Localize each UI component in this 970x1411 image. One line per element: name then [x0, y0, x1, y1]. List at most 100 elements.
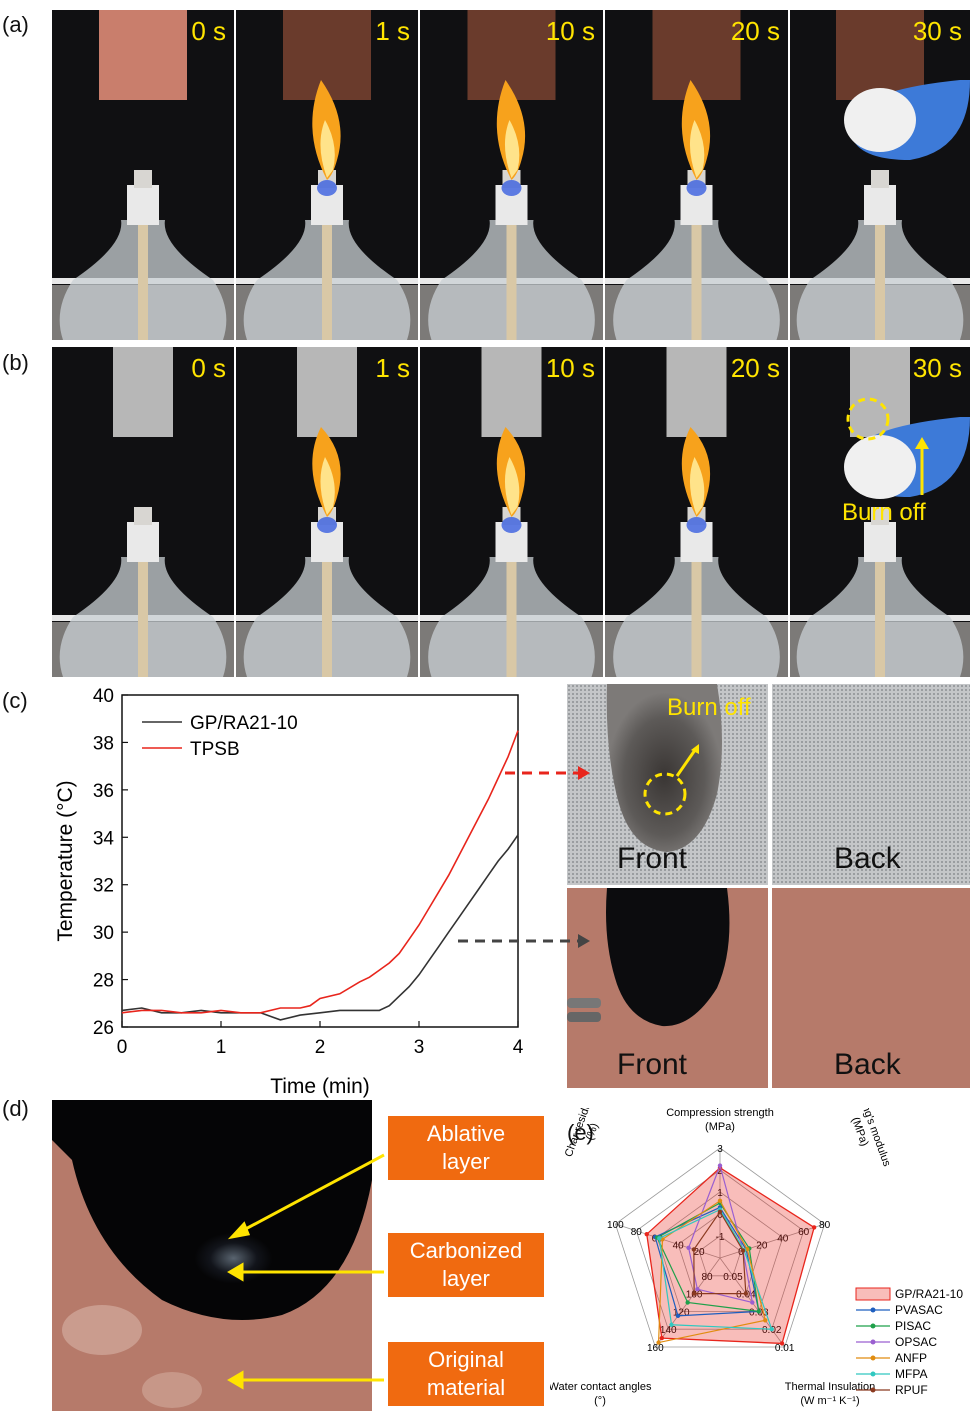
- radar-tick-label: 80: [631, 1227, 643, 1238]
- radar-point: [717, 1163, 723, 1168]
- carbonized-layer-line1: Carbonized: [409, 1238, 523, 1263]
- y-tick-label: 28: [93, 971, 114, 992]
- ablative-layer-line1: Ablative: [426, 1121, 506, 1146]
- y-tick-label: 30: [93, 923, 114, 944]
- radar-grid-ring: [656, 1191, 784, 1312]
- ablative-layer-line2: layer: [442, 1149, 490, 1174]
- radar-legend-marker: [870, 1323, 876, 1329]
- ablative-layer-label: Ablative layer: [388, 1116, 544, 1180]
- radar-point: [695, 1286, 700, 1292]
- radar-point: [763, 1318, 768, 1323]
- y-tick-label: 32: [93, 876, 114, 897]
- radar-series-5: [658, 1208, 773, 1330]
- radar-point: [644, 1232, 649, 1237]
- row-b-frame-0: 0 s: [52, 347, 234, 677]
- row-b-frame-4: 30 s Burn off: [790, 347, 970, 677]
- series-line-1: [121, 730, 519, 1014]
- radar-tick-label: 40: [777, 1234, 789, 1245]
- radar-point: [750, 1300, 755, 1305]
- radar-legend-label: GP/RA21-10: [895, 1287, 963, 1301]
- radar-series-0: [646, 1166, 815, 1345]
- radar-point: [811, 1225, 817, 1230]
- front-label-1: Front: [617, 842, 688, 875]
- radar-point: [675, 1313, 681, 1319]
- radar-axis-label: Water contact angles: [550, 1381, 652, 1393]
- radar-legend-marker: [870, 1355, 876, 1361]
- panel-label-b: (b): [2, 350, 29, 375]
- char-layers-photo: [52, 1100, 372, 1411]
- radar-tick-label: 1: [717, 1188, 723, 1199]
- time-label: 0 s: [191, 16, 226, 46]
- radar-point: [779, 1341, 785, 1346]
- radar-series-6: [693, 1210, 747, 1295]
- time-label: 1 s: [375, 353, 410, 383]
- burn-off-label-b: Burn off: [842, 499, 926, 526]
- radar-point: [717, 1209, 723, 1214]
- radar-point: [656, 1340, 661, 1345]
- row-b-frame-3: 20 s: [605, 347, 788, 677]
- radar-tick-label: 100: [607, 1220, 624, 1231]
- radar-legend-swatch: [855, 1287, 891, 1301]
- radar-legend-marker: [870, 1387, 876, 1393]
- radar-point: [756, 1309, 761, 1314]
- row-a-frame-1: 1 s: [236, 10, 418, 340]
- radar-tick-label: 0.01: [775, 1343, 795, 1354]
- original-material-line1: Original: [428, 1347, 504, 1372]
- row-b-frame-2: 10 s: [420, 347, 603, 677]
- radar-tick-label: 20: [694, 1247, 706, 1258]
- radar-axis-label: (%): [584, 1122, 601, 1142]
- gp-front-photo: Front: [567, 888, 768, 1088]
- radar-legend-label: ANFP: [895, 1351, 927, 1365]
- y-tick-label: 34: [93, 828, 115, 849]
- x-tick-label: 1: [216, 1037, 227, 1058]
- radar-chart: -101230204060800.050.040.030.020.0180100…: [550, 1108, 963, 1407]
- time-label: 10 s: [545, 353, 595, 383]
- gp-back-photo: Back: [772, 888, 970, 1088]
- radar-axis-label: Compression strength: [666, 1108, 774, 1119]
- time-label: 20 s: [730, 16, 780, 46]
- carbonized-layer-label: Carbonized layer: [388, 1233, 544, 1297]
- radar-legend-label: RPUF: [895, 1383, 928, 1397]
- radar-legend-label: OPSAC: [895, 1335, 937, 1349]
- radar-axis-label: (W m⁻¹ K⁻¹): [800, 1395, 859, 1407]
- radar-axis-label: Thermal Insulation: [785, 1381, 876, 1393]
- radar-tick-label: 160: [647, 1343, 664, 1354]
- radar-grid-ring: [614, 1147, 826, 1348]
- row-a-frame-2: 10 s: [420, 10, 603, 340]
- time-label: 0 s: [191, 353, 226, 383]
- time-label: 30 s: [912, 16, 962, 46]
- time-label: 20 s: [730, 353, 780, 383]
- time-label: 10 s: [545, 16, 595, 46]
- radar-point: [659, 1335, 665, 1341]
- radar-tick-label: 40: [673, 1240, 685, 1251]
- radar-legend-label: PISAC: [895, 1319, 931, 1333]
- x-tick-label: 3: [414, 1037, 425, 1058]
- radar-tick-label: 0.05: [723, 1272, 743, 1283]
- panel-label-e: (e): [567, 1120, 594, 1145]
- y-tick-label: 36: [93, 781, 114, 802]
- radar-point: [717, 1198, 723, 1203]
- panel-label-d: (d): [2, 1096, 29, 1121]
- radar-point: [685, 1300, 690, 1305]
- radar-spoke: [615, 1223, 721, 1259]
- radar-legend-label: MFPA: [895, 1367, 927, 1381]
- radar-tick-label: 80: [819, 1220, 831, 1231]
- radar-tick-label: 140: [660, 1325, 677, 1336]
- radar-legend-marker: [870, 1307, 876, 1313]
- back-label-1: Back: [834, 842, 901, 875]
- radar-tick-label: 80: [702, 1272, 714, 1283]
- x-tick-label: 4: [513, 1037, 524, 1058]
- back-label-2: Back: [834, 1048, 901, 1081]
- radar-tick-label: 2: [717, 1166, 723, 1177]
- radar-axis-label: (°): [594, 1395, 606, 1407]
- original-material-line2: material: [426, 1375, 506, 1400]
- radar-point: [657, 1236, 662, 1241]
- x-tick-label: 2: [315, 1037, 326, 1058]
- radar-legend-label: PVASAC: [895, 1303, 943, 1317]
- radar-point: [691, 1291, 697, 1296]
- radar-legend-marker: [870, 1371, 876, 1377]
- row-a-frame-3: 20 s: [605, 10, 788, 340]
- radar-tick-label: 20: [756, 1240, 768, 1251]
- radar-point: [686, 1245, 691, 1251]
